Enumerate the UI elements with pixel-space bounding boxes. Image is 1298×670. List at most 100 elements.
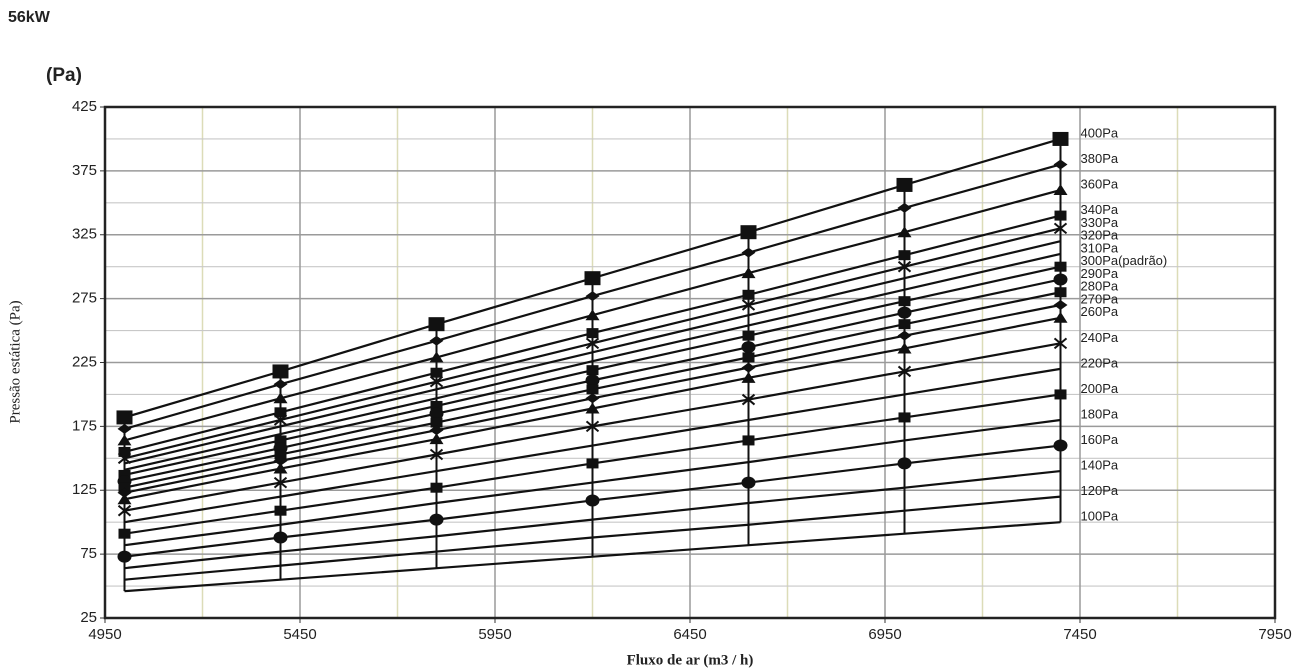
x-axis-label: Fluxo de ar (m3 / h) bbox=[627, 652, 754, 668]
y-tick-label: 325 bbox=[72, 226, 97, 243]
y-tick-label: 75 bbox=[80, 545, 97, 562]
marker bbox=[585, 291, 600, 302]
marker bbox=[1053, 439, 1068, 452]
marker bbox=[1053, 311, 1068, 323]
marker bbox=[742, 330, 755, 341]
y-tick-label: 175 bbox=[72, 417, 97, 434]
marker bbox=[118, 528, 131, 539]
series-label: 100Pa bbox=[1081, 509, 1119, 524]
marker bbox=[1052, 131, 1069, 146]
marker bbox=[1054, 287, 1067, 298]
marker bbox=[740, 225, 757, 240]
marker bbox=[428, 317, 445, 332]
x-tick-label: 7450 bbox=[1063, 626, 1096, 643]
plot-frame bbox=[103, 105, 1277, 620]
marker bbox=[429, 513, 444, 526]
marker bbox=[273, 462, 288, 474]
marker bbox=[1053, 184, 1068, 196]
marker bbox=[586, 384, 599, 395]
series-line bbox=[124, 252, 1061, 471]
marker bbox=[274, 407, 287, 418]
marker bbox=[897, 330, 912, 341]
marker bbox=[429, 407, 444, 420]
series-label: 180Pa bbox=[1081, 406, 1119, 421]
marker bbox=[117, 504, 132, 517]
x-tick-label: 6950 bbox=[868, 626, 901, 643]
marker bbox=[429, 448, 444, 461]
series-line bbox=[124, 469, 1061, 570]
marker bbox=[742, 352, 755, 363]
marker bbox=[117, 434, 132, 446]
marker bbox=[586, 458, 599, 469]
marker bbox=[117, 487, 132, 498]
marker bbox=[430, 417, 443, 428]
series-label: 360Pa bbox=[1081, 176, 1119, 191]
series-label: 400Pa bbox=[1081, 125, 1119, 140]
marker bbox=[117, 493, 132, 505]
marker bbox=[430, 367, 443, 378]
marker bbox=[585, 494, 600, 507]
series-label: 200Pa bbox=[1081, 381, 1119, 396]
marker bbox=[585, 393, 600, 404]
y-tick-label: 275 bbox=[72, 290, 97, 307]
series-label: 270Pa bbox=[1081, 291, 1119, 306]
marker bbox=[584, 271, 601, 286]
marker bbox=[274, 449, 287, 460]
marker bbox=[118, 469, 131, 480]
marker bbox=[429, 425, 444, 436]
marker bbox=[273, 476, 288, 489]
x-tick-label: 4950 bbox=[88, 626, 121, 643]
marker bbox=[741, 341, 756, 354]
marker bbox=[585, 374, 600, 387]
marker bbox=[742, 289, 755, 300]
marker bbox=[741, 299, 756, 311]
marker bbox=[118, 482, 131, 493]
marker bbox=[898, 296, 911, 307]
marker bbox=[429, 351, 444, 363]
series-line bbox=[124, 367, 1061, 524]
marker bbox=[897, 260, 912, 273]
marker bbox=[741, 362, 756, 373]
x-tick-label: 6450 bbox=[673, 626, 706, 643]
marker bbox=[585, 402, 600, 414]
series-label: 280Pa bbox=[1081, 279, 1119, 294]
y-unit: (Pa) bbox=[46, 65, 82, 86]
marker bbox=[1053, 159, 1068, 170]
marker bbox=[429, 433, 444, 445]
marker bbox=[742, 435, 755, 446]
x-tick-label: 5450 bbox=[283, 626, 316, 643]
series-label: 140Pa bbox=[1081, 458, 1119, 473]
marker bbox=[273, 455, 288, 466]
marker bbox=[898, 319, 911, 330]
marker bbox=[116, 410, 133, 425]
marker bbox=[1054, 210, 1067, 221]
y-tick-label: 125 bbox=[72, 481, 97, 498]
marker bbox=[741, 371, 756, 383]
marker bbox=[898, 250, 911, 261]
marker bbox=[898, 412, 911, 423]
series-label: 310Pa bbox=[1081, 240, 1119, 255]
marker bbox=[741, 476, 756, 489]
marker bbox=[897, 342, 912, 354]
series-line bbox=[124, 418, 1061, 547]
series-label: 320Pa bbox=[1081, 228, 1119, 243]
marker bbox=[273, 379, 288, 390]
marker bbox=[273, 392, 288, 404]
y-tick-label: 425 bbox=[72, 98, 97, 115]
marker bbox=[429, 335, 444, 346]
series-label: 120Pa bbox=[1081, 483, 1119, 498]
marker bbox=[430, 400, 443, 411]
marker bbox=[897, 365, 912, 378]
marker bbox=[1053, 300, 1068, 311]
marker bbox=[897, 306, 912, 319]
marker bbox=[1054, 389, 1067, 400]
marker bbox=[273, 414, 288, 426]
marker bbox=[741, 393, 756, 406]
y-tick-label: 25 bbox=[80, 609, 97, 626]
marker bbox=[741, 267, 756, 279]
marker bbox=[429, 375, 444, 388]
marker bbox=[586, 365, 599, 376]
marker bbox=[585, 420, 600, 433]
y-tick-label: 225 bbox=[72, 353, 97, 370]
series-label: 220Pa bbox=[1081, 355, 1119, 370]
